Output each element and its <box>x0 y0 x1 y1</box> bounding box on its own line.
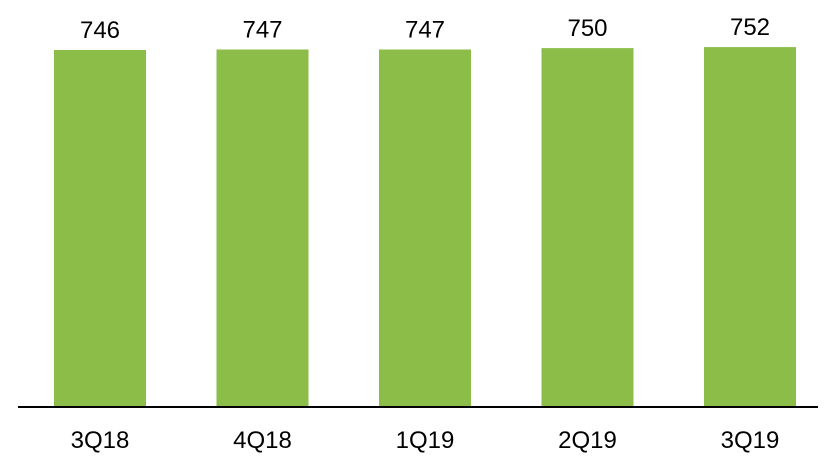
x-tick-label-4Q18: 4Q18 <box>233 427 292 454</box>
data-labels-group: 746 747 747 750 752 <box>80 14 770 44</box>
bar-4Q18 <box>216 49 309 406</box>
x-tick-label-3Q19: 3Q19 <box>721 427 780 454</box>
bar-3Q18 <box>54 50 146 406</box>
x-tick-label-1Q19: 1Q19 <box>396 427 455 454</box>
bars-group <box>54 47 796 406</box>
bar-2Q19 <box>541 48 634 406</box>
data-label-1Q19: 747 <box>405 17 445 44</box>
data-label-4Q18: 747 <box>242 17 282 44</box>
x-tick-label-2Q19: 2Q19 <box>558 427 617 454</box>
bar-1Q19 <box>379 49 471 406</box>
data-label-3Q19: 752 <box>730 14 770 41</box>
data-label-2Q19: 750 <box>567 15 607 42</box>
bar-3Q19 <box>704 47 796 406</box>
data-label-3Q18: 746 <box>80 17 120 44</box>
x-tick-labels-group: 3Q18 4Q18 1Q19 2Q19 3Q19 <box>71 427 780 454</box>
x-tick-label-3Q18: 3Q18 <box>71 427 130 454</box>
